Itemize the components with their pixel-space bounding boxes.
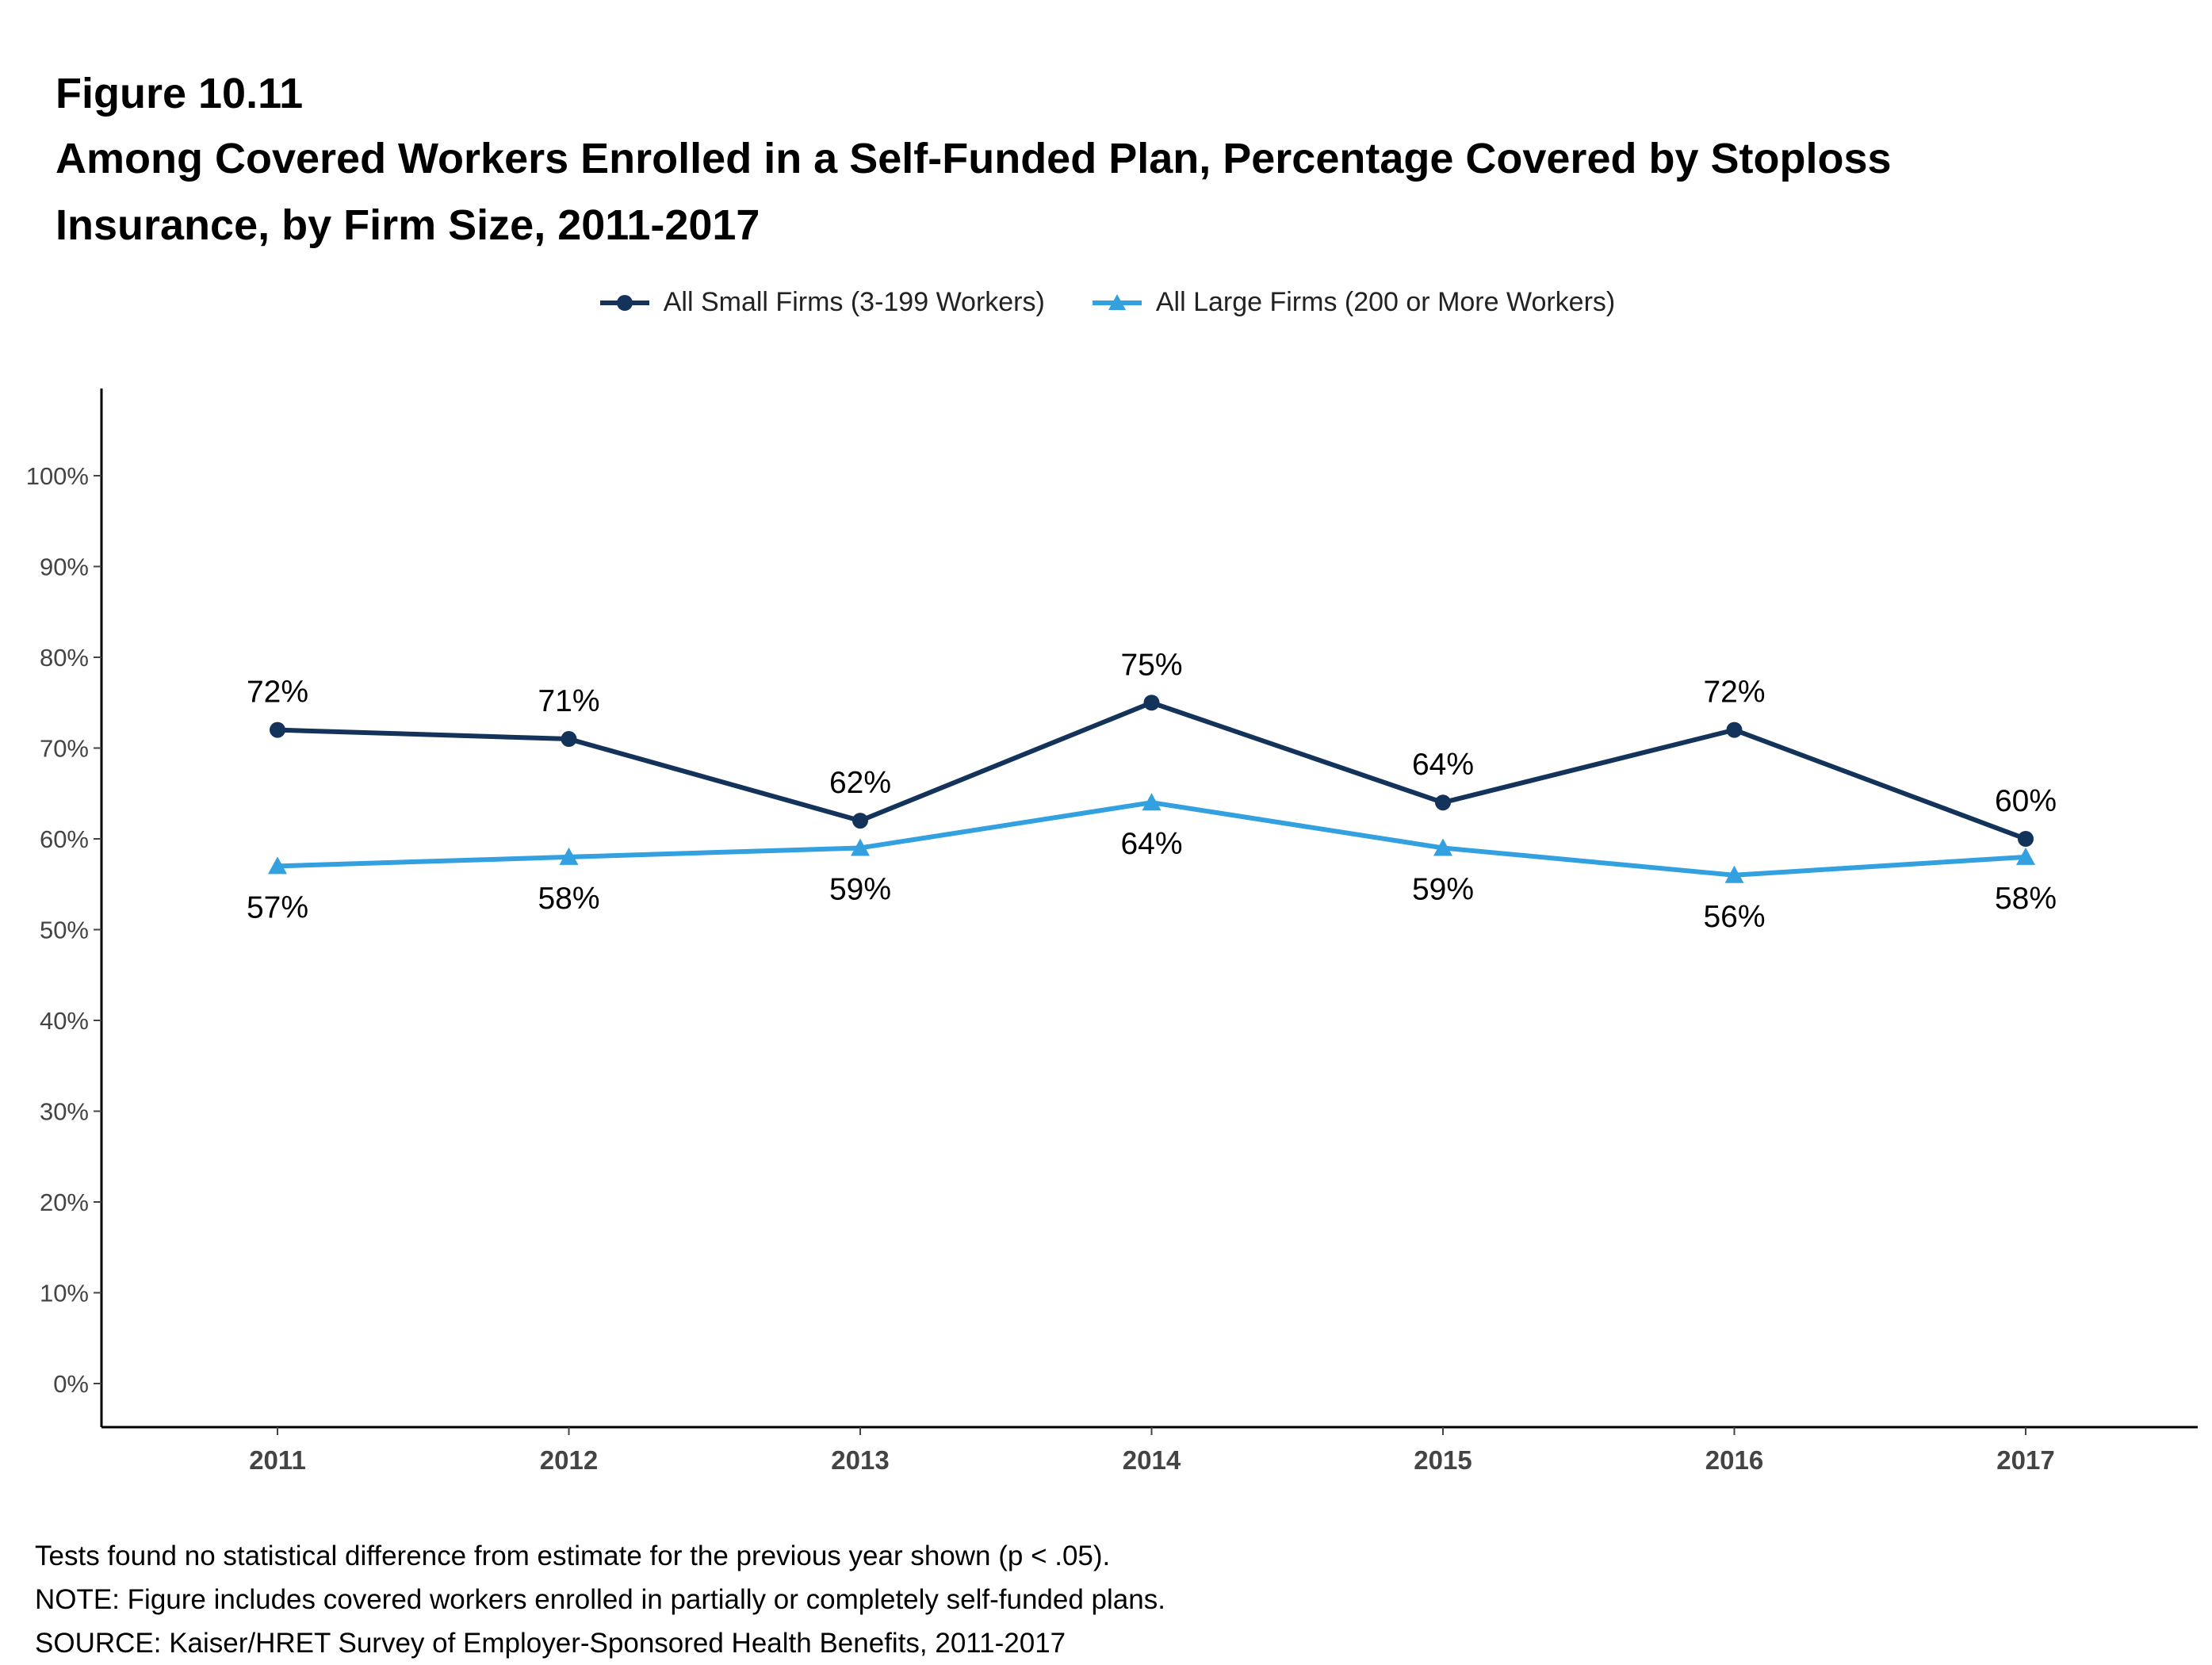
data-label: 59%	[829, 872, 891, 906]
x-tick-label: 2012	[540, 1445, 598, 1475]
data-point	[1724, 865, 1744, 883]
data-label: 59%	[1412, 872, 1474, 906]
y-tick-label: 0%	[53, 1370, 89, 1398]
data-label: 72%	[247, 676, 308, 710]
data-label: 64%	[1412, 748, 1474, 782]
y-tick-label: 50%	[40, 917, 89, 944]
data-label: 56%	[1703, 900, 1765, 934]
data-point	[852, 813, 868, 829]
axes: 0% 10% 20% 30% 40% 50% 60% 70% 80% 90% 100% 2011 201…	[26, 388, 2198, 1475]
x-tick-label: 2015	[1414, 1445, 1471, 1475]
data-point	[851, 838, 870, 856]
legend-swatch-large-firms	[1092, 293, 1142, 310]
data-point	[1142, 793, 1161, 811]
x-tick-label: 2014	[1123, 1445, 1181, 1475]
note-significance: Tests found no statistical difference fr…	[35, 1541, 1111, 1571]
legend: All Small Firms (3-199 Workers) All Larg…	[0, 287, 2212, 318]
data-point	[2016, 847, 2035, 865]
legend-label-large-firms: All Large Firms (200 or More Workers)	[1155, 287, 1616, 317]
legend-swatch-small-firms	[599, 294, 649, 311]
legend-item-small-firms: All Small Firms (3-199 Workers)	[597, 287, 1045, 318]
data-point	[1143, 695, 1160, 711]
y-tick-label: 40%	[40, 1007, 89, 1035]
y-tick-label: 60%	[40, 825, 89, 853]
series-line	[277, 700, 2027, 841]
y-tick-label: 10%	[40, 1280, 89, 1307]
series-large-firms	[268, 793, 2035, 883]
data-label: 75%	[1120, 648, 1182, 682]
y-tick-label: 80%	[40, 644, 89, 672]
data-point	[2018, 831, 2034, 847]
data-point	[268, 856, 287, 875]
data-label: 57%	[247, 890, 308, 924]
series-small-firms	[270, 695, 2034, 847]
data-label: 58%	[1995, 882, 2057, 916]
data-point	[270, 722, 285, 738]
data-point	[561, 731, 577, 748]
notes: Tests found no statistical difference fr…	[35, 1534, 1165, 1665]
series-layer: 72% 57% 71% 58% 62% 59% 75% 64% 64% 59% 72% 56% 60% 5…	[247, 648, 2057, 934]
note-self-funded: NOTE: Figure includes covered workers en…	[35, 1584, 1165, 1615]
data-label: 64%	[1120, 827, 1182, 861]
x-tick-label: 2017	[1996, 1445, 2054, 1475]
note-source: SOURCE: Kaiser/HRET Survey of Employer-S…	[35, 1628, 1066, 1659]
y-tick-label: 20%	[40, 1188, 89, 1216]
y-tick-label: 100%	[26, 462, 89, 490]
x-tick-label: 2013	[831, 1445, 889, 1475]
title-block: Figure 10.11 Among Covered Workers Enrol…	[55, 62, 2022, 258]
data-label: 62%	[829, 766, 891, 800]
y-tick-label: 90%	[40, 553, 89, 581]
legend-label-small-firms: All Small Firms (3-199 Workers)	[663, 287, 1045, 317]
data-point	[559, 847, 579, 865]
x-tick-label: 2016	[1705, 1445, 1763, 1475]
x-tick-label: 2011	[249, 1445, 306, 1475]
data-label: 60%	[1995, 784, 2057, 818]
data-point	[1726, 722, 1743, 738]
y-tick-label: 70%	[40, 735, 89, 763]
chart-title: Among Covered Workers Enrolled in a Self…	[55, 135, 1892, 249]
data-label: 71%	[538, 684, 599, 718]
data-label: 58%	[538, 882, 599, 916]
data-point	[1435, 794, 1451, 811]
data-label: 72%	[1703, 676, 1765, 710]
legend-item-large-firms: All Large Firms (200 or More Workers)	[1089, 287, 1615, 318]
y-tick-label: 30%	[40, 1098, 89, 1126]
data-point	[1433, 838, 1452, 856]
figure-label: Figure 10.11	[55, 70, 304, 117]
